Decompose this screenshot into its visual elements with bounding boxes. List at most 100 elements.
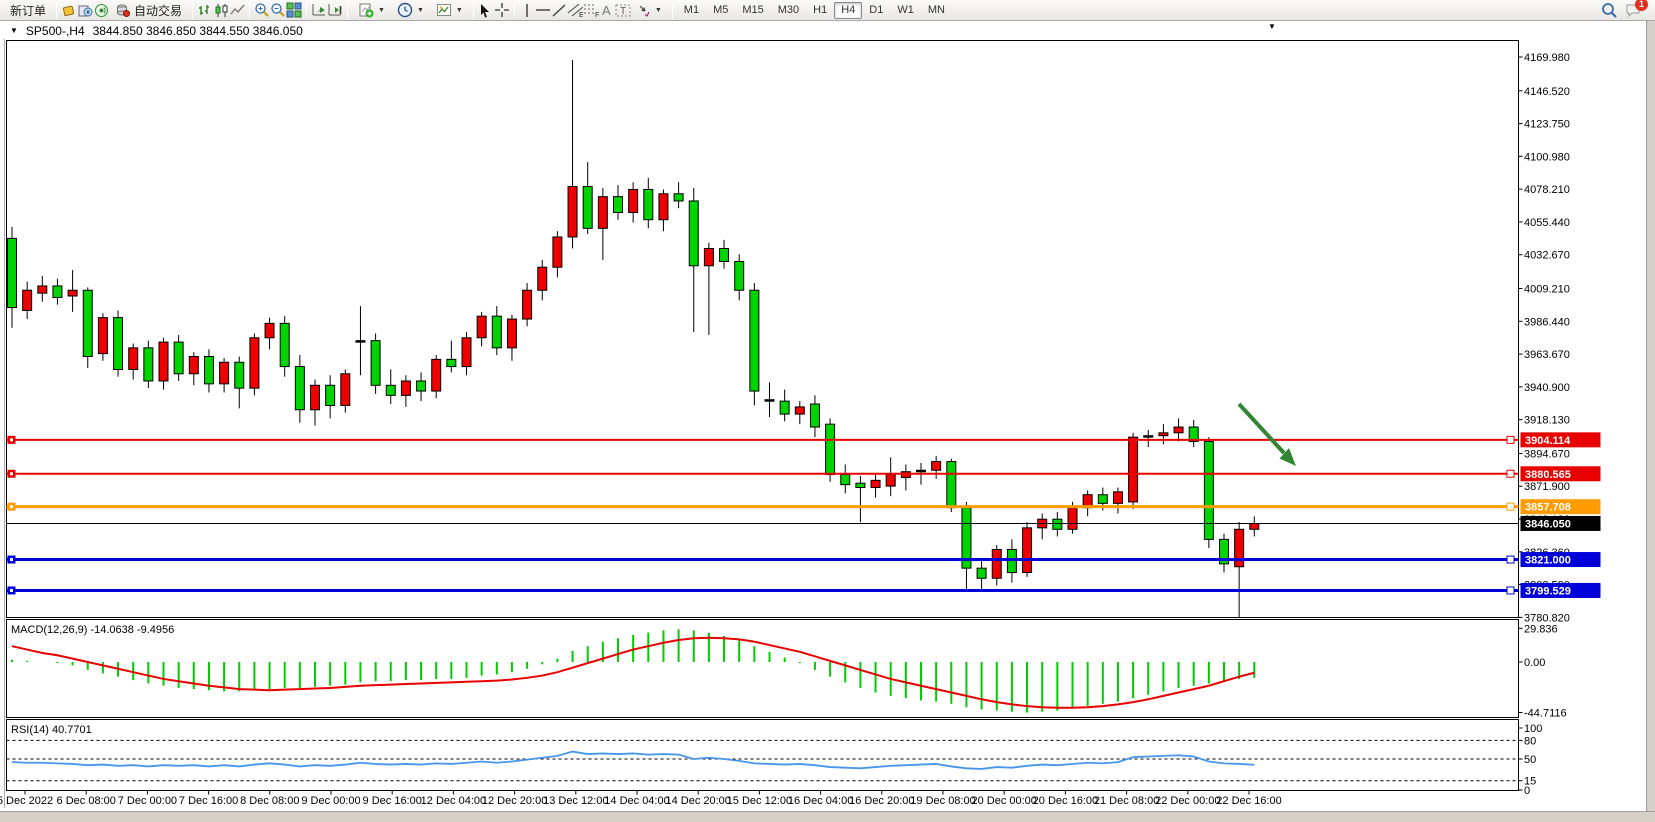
timeframe-button-h1[interactable]: H1	[813, 3, 828, 16]
new-chart-button[interactable]: ▼	[352, 1, 391, 19]
candle-body	[1219, 538, 1229, 565]
svg-text:3857.708: 3857.708	[1525, 502, 1571, 514]
svg-text:20 Dec 16:00: 20 Dec 16:00	[1033, 795, 1098, 807]
chevron-down-icon: ▼	[455, 6, 463, 14]
svg-text:22 Dec 00:00: 22 Dec 00:00	[1155, 795, 1220, 807]
notifications-icon[interactable]: 1	[1625, 0, 1648, 18]
one-click-trading-toggle-icon[interactable]: ▼	[10, 26, 18, 35]
toolbar-separator	[249, 2, 251, 18]
line-chart-mode-icon[interactable]	[229, 2, 245, 18]
timeframe-button-m30[interactable]: M30	[777, 3, 800, 16]
svg-text:14 Dec 04:00: 14 Dec 04:00	[604, 795, 669, 807]
templates-button[interactable]: ▼	[430, 1, 469, 19]
auto-trading-button[interactable]: 自动交易	[109, 1, 188, 19]
svg-text:22 Dec 16:00: 22 Dec 16:00	[1216, 795, 1281, 807]
svg-text:3904.114: 3904.114	[1525, 435, 1571, 447]
timeframe-button-w1[interactable]: W1	[897, 3, 914, 16]
candle-body	[506, 318, 517, 349]
horizontal-line-tool-icon[interactable]	[535, 2, 551, 18]
svg-text:7 Dec 00:00: 7 Dec 00:00	[118, 795, 177, 807]
arrow-annotation[interactable]	[1237, 402, 1296, 466]
svg-text:3846.050: 3846.050	[1525, 518, 1571, 530]
svg-text:4078.210: 4078.210	[1524, 184, 1570, 196]
timeframe-button-mn[interactable]: MN	[927, 3, 945, 16]
toolbar-separator	[56, 2, 58, 18]
level-lines[interactable]: 3904.114 3880.565 3857.708 3846.050 3821.000…	[6, 432, 1601, 598]
candle-body	[840, 474, 851, 486]
candle-body	[22, 289, 33, 311]
level-handle-right	[1506, 435, 1515, 444]
candle-body	[37, 285, 48, 294]
candlestick-mode-icon[interactable]	[213, 2, 229, 18]
auto-trading-label: 自动交易	[134, 3, 183, 18]
new-order-button[interactable]: 新订单	[4, 1, 52, 19]
text-label-tool-icon[interactable]: T	[615, 2, 631, 18]
tile-windows-icon[interactable]	[286, 2, 302, 18]
crosshair-tool-icon[interactable]	[494, 2, 510, 18]
candle-body	[446, 358, 457, 368]
candle-body	[1128, 436, 1139, 503]
candle-body	[1234, 528, 1245, 568]
text-tool-icon[interactable]: A	[599, 2, 615, 18]
chart-shift-icon[interactable]	[327, 2, 343, 18]
candle-body	[1203, 440, 1214, 540]
bar-chart-mode-icon[interactable]	[197, 2, 213, 18]
arrows-tool-button[interactable]: ▼	[631, 1, 668, 19]
alerts-icon[interactable]	[93, 2, 109, 18]
candle-body	[476, 315, 487, 339]
timeframe-button-m1[interactable]: M1	[683, 3, 700, 16]
candle-body	[219, 361, 230, 385]
level-handle-right	[1506, 502, 1515, 511]
candle-body	[400, 380, 411, 396]
svg-text:4032.670: 4032.670	[1524, 250, 1570, 262]
trendline-tool-icon[interactable]	[551, 2, 567, 18]
timeframe-button-m15[interactable]: M15	[742, 3, 764, 16]
svg-text:3871.900: 3871.900	[1524, 481, 1570, 493]
timeframe-button-m5[interactable]: M5	[713, 3, 729, 16]
candle-body	[370, 340, 381, 386]
svg-text:9 Dec 00:00: 9 Dec 00:00	[301, 795, 360, 807]
candle-body	[870, 479, 881, 489]
svg-text:4146.520: 4146.520	[1524, 86, 1570, 98]
candle-body	[113, 317, 124, 370]
svg-text:21 Dec 08:00: 21 Dec 08:00	[1094, 795, 1159, 807]
svg-text:4009.210: 4009.210	[1524, 284, 1570, 296]
candle-body	[931, 461, 942, 471]
periods-clock-button[interactable]: ▼	[391, 1, 430, 19]
search-icon[interactable]	[1601, 2, 1617, 18]
chevron-down-icon: ▼	[416, 6, 424, 14]
candle-body	[1188, 426, 1199, 442]
auto-scroll-icon[interactable]	[311, 2, 327, 18]
toolbar-separator	[306, 2, 308, 18]
timeframe-button-d1[interactable]: D1	[869, 3, 884, 16]
candle-body	[173, 341, 184, 375]
window-menu-icon[interactable]: ▼	[1268, 22, 1276, 31]
level-price-box	[1520, 552, 1601, 568]
new-order-window-icon[interactable]	[61, 2, 77, 18]
auto-trading-status-icon	[115, 2, 131, 18]
svg-text:50: 50	[1524, 754, 1536, 766]
svg-text:80: 80	[1524, 735, 1536, 747]
timeframe-button-h4[interactable]: H4	[834, 1, 863, 19]
vertical-line-tool-icon[interactable]	[519, 2, 535, 18]
toolbar-separator	[192, 2, 194, 18]
fibonacci-tool-icon[interactable]: F	[583, 2, 599, 18]
svg-text:3880.565: 3880.565	[1525, 469, 1571, 481]
candle-body	[991, 548, 1002, 579]
svg-text:8 Dec 08:00: 8 Dec 08:00	[240, 795, 299, 807]
profiles-icon[interactable]	[77, 2, 93, 18]
toolbar-separator	[513, 2, 515, 18]
svg-text:100: 100	[1524, 723, 1542, 735]
candle-body	[97, 317, 108, 355]
svg-text:3918.130: 3918.130	[1524, 415, 1570, 427]
chevron-down-icon: ▼	[378, 6, 385, 14]
cursor-tool-icon[interactable]	[478, 2, 494, 18]
price-axis: 4169.980 4146.520 4123.750 4100.980 4078.210…	[1518, 52, 1570, 624]
zoom-out-icon[interactable]	[270, 2, 286, 18]
svg-text:T: T	[620, 6, 626, 17]
candle-body	[461, 337, 472, 368]
svg-text:12 Dec 20:00: 12 Dec 20:00	[482, 795, 547, 807]
equidistant-channel-tool-icon[interactable]: E	[567, 2, 583, 18]
zoom-in-icon[interactable]	[254, 2, 270, 18]
